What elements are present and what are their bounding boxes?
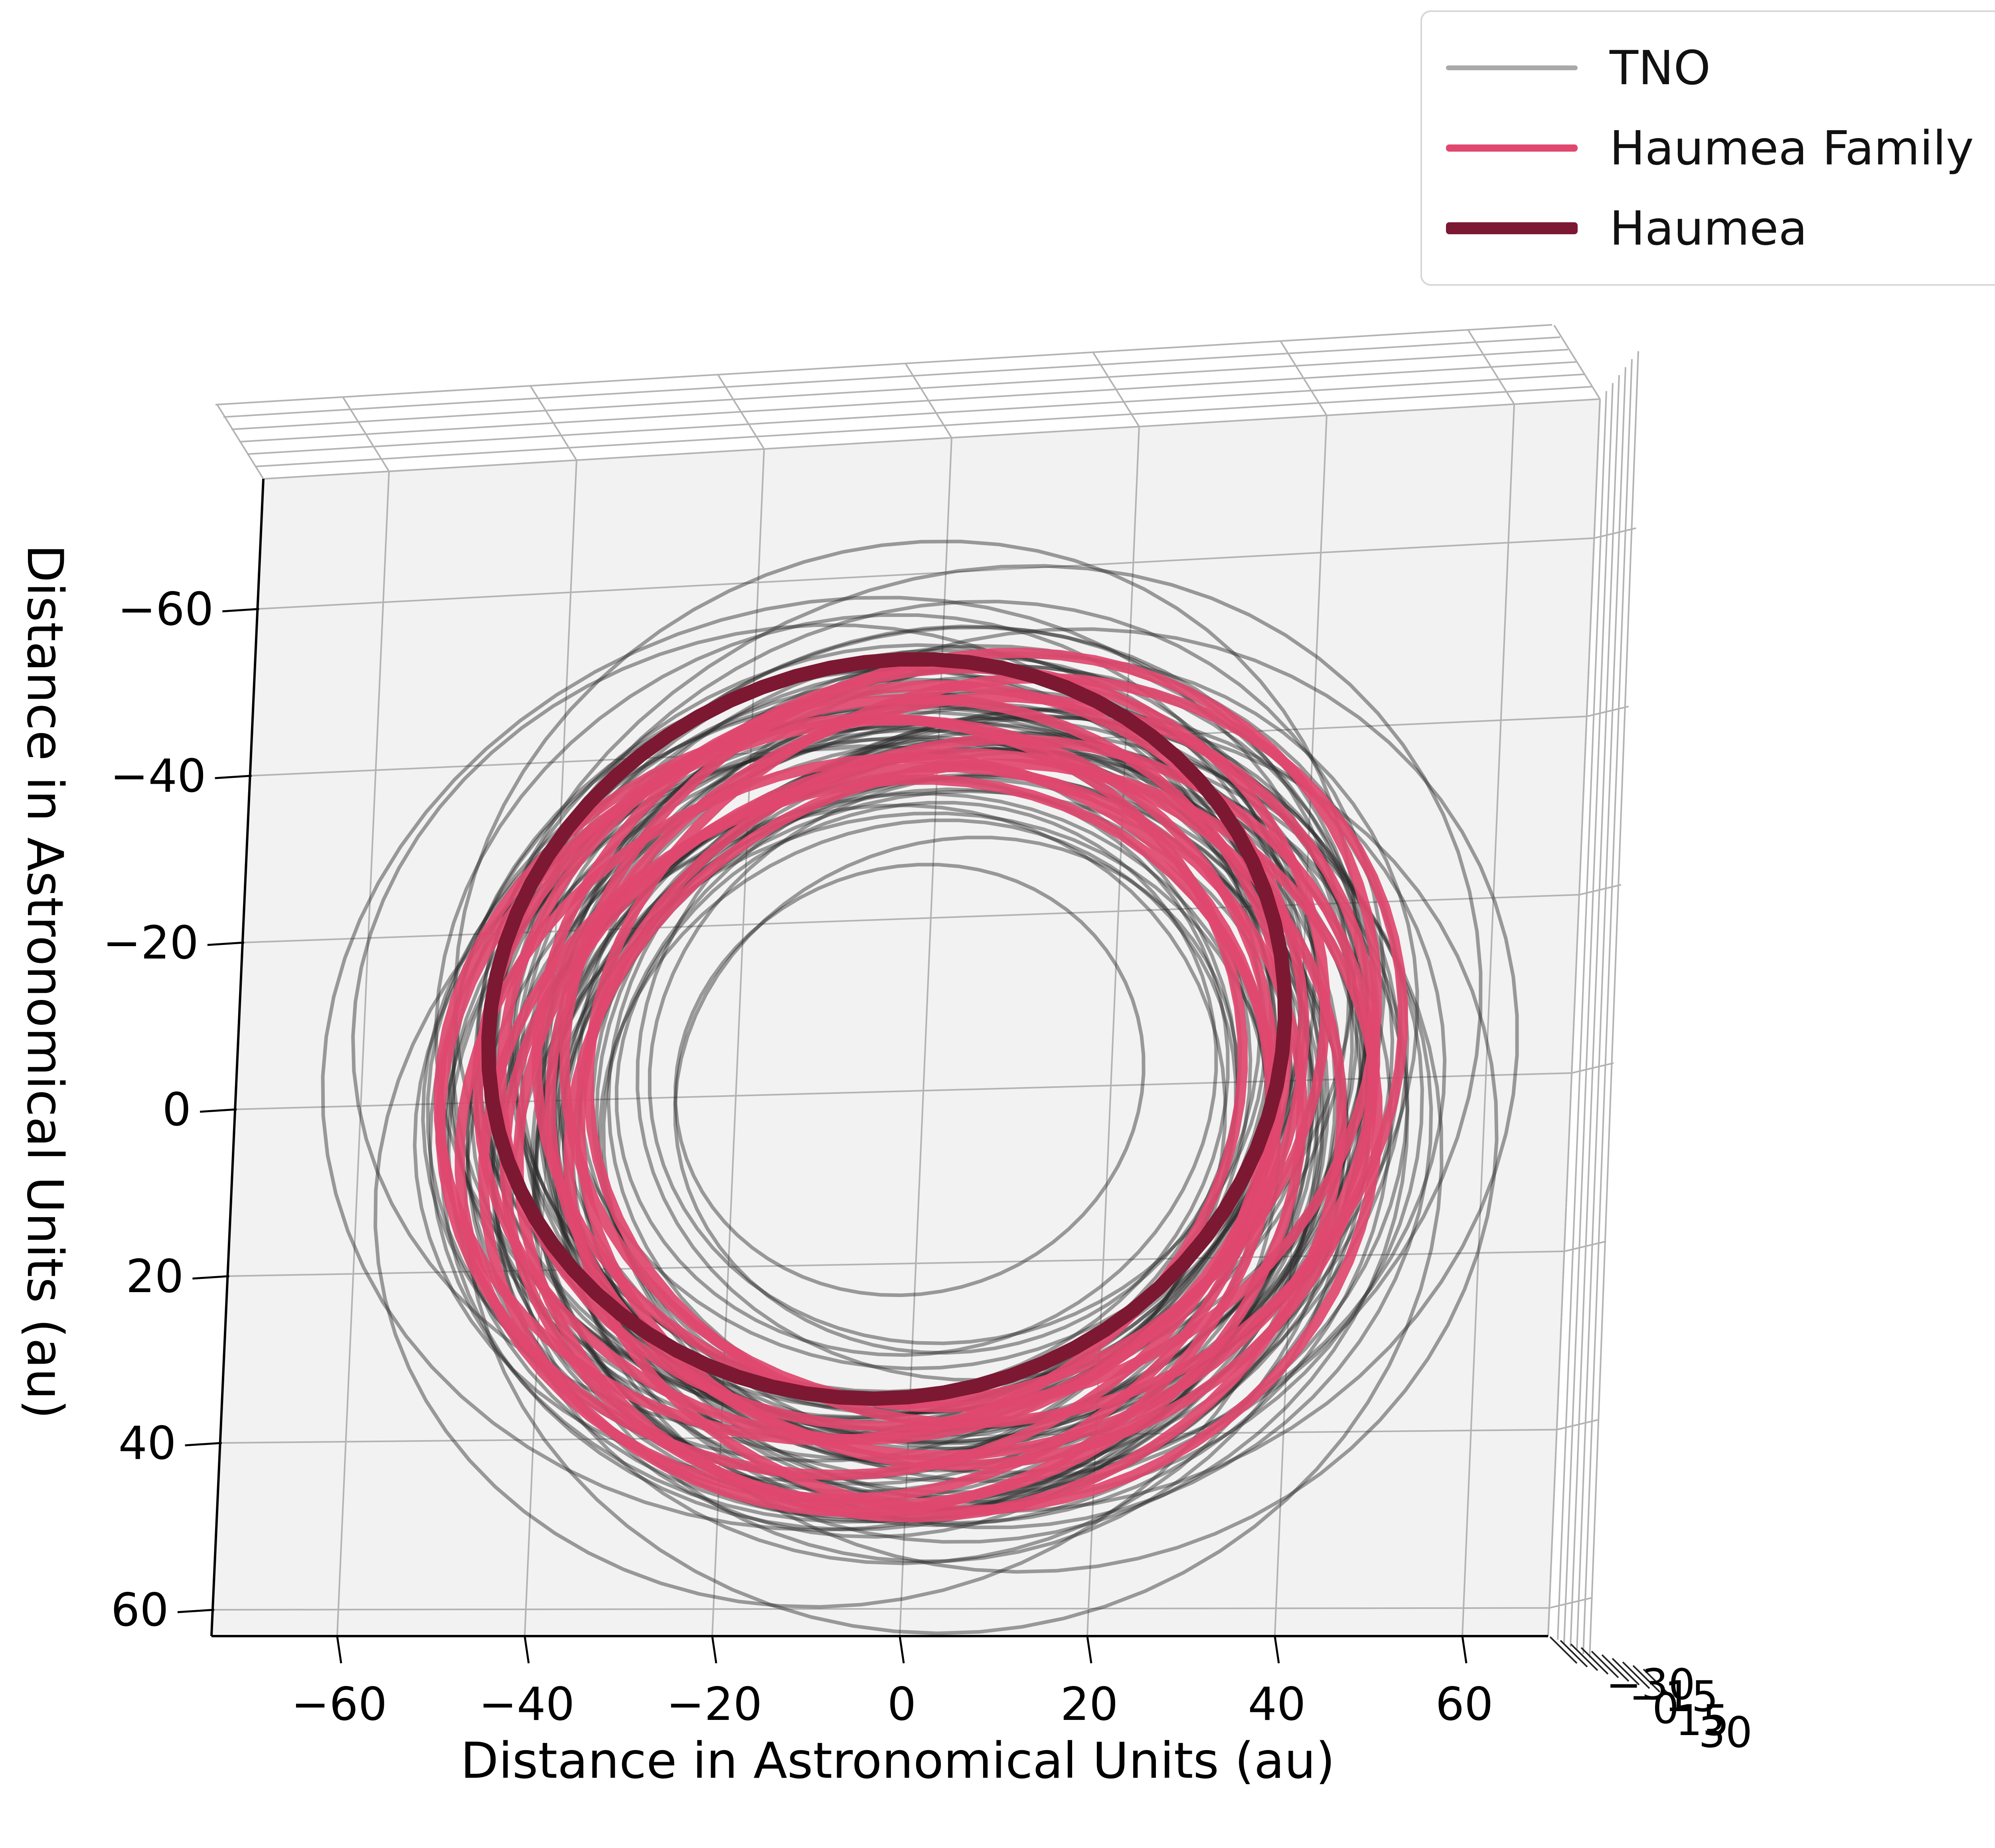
- z-axis-tick: [1580, 1647, 1609, 1675]
- orbit-path: [674, 863, 1146, 1297]
- orbit-path: [481, 652, 1292, 1406]
- x-axis-tick: [523, 1636, 530, 1664]
- depth-pane-line-right: [1557, 391, 1607, 1640]
- z-axis-tick: [1570, 1643, 1598, 1671]
- x-axis-tick: [899, 1636, 905, 1664]
- grid-line-horizontal: [235, 1072, 1572, 1110]
- z-axis-tick: [1643, 1668, 1671, 1696]
- z-tick-label: 30: [1699, 1708, 1752, 1757]
- depth-pane-line-right: [1576, 367, 1626, 1651]
- orbit-path: [551, 747, 1393, 1525]
- x-tick-label: −60: [291, 1678, 387, 1731]
- z-axis-tick: [1632, 1665, 1661, 1693]
- x-axis-tick: [1461, 1636, 1468, 1664]
- grid-line-horizontal: [257, 537, 1594, 610]
- z-axis-tick: [1601, 1654, 1630, 1682]
- orbit-path: [614, 801, 1218, 1357]
- z-tick-label: −30: [1606, 1660, 1695, 1709]
- y-tick-label: 60: [111, 1583, 169, 1637]
- legend-entry-tno: TNO: [1446, 30, 1993, 106]
- depth-pane-line-top: [223, 336, 1560, 418]
- legend: TNO Haumea Family Haumea: [1420, 10, 1995, 286]
- x-axis-label: Distance in Astronomical Units (au): [460, 1732, 1335, 1790]
- legend-line-sample-tno: [1446, 65, 1578, 71]
- depth-pane-line-top: [239, 361, 1576, 443]
- orbit-path: [433, 713, 1248, 1446]
- pane-top-edge: [263, 398, 1600, 480]
- x-axis-tick: [711, 1636, 717, 1664]
- orbit-path: [583, 673, 1408, 1429]
- y-tick-label: 20: [126, 1250, 184, 1303]
- grid-line-depth-stub: [1553, 324, 1601, 400]
- z-axis-tick: [1560, 1640, 1588, 1668]
- depth-pane-line-right: [1589, 351, 1639, 1658]
- legend-label: TNO: [1610, 40, 1711, 96]
- depth-pane-line-top: [231, 349, 1568, 430]
- legend-entry-haumea: Haumea: [1446, 190, 1993, 266]
- grid-line-vertical: [336, 471, 390, 1637]
- y-tick-label: −60: [118, 583, 214, 636]
- y-tick-label: −40: [110, 749, 206, 802]
- z-axis-tick: [1591, 1650, 1619, 1678]
- depth-pane-line-top: [247, 374, 1584, 455]
- orbit-path: [507, 625, 1351, 1415]
- x-tick-label: 0: [887, 1678, 917, 1731]
- y-axis-tick: [222, 608, 259, 613]
- pane-right-edge: [1547, 399, 1601, 1637]
- legend-label: Haumea: [1610, 200, 1807, 256]
- grid-line-vertical: [1462, 404, 1515, 1637]
- orbit-lines: [321, 540, 1519, 1635]
- y-axis-tick: [215, 775, 252, 779]
- orbit-path: [321, 596, 1354, 1532]
- orbit-path: [454, 753, 1276, 1504]
- depth-pane-line-top: [255, 386, 1592, 467]
- y-axis-label: Distance in Astronomical Units (au): [16, 544, 73, 1419]
- depth-pane-line-right: [1570, 375, 1620, 1647]
- depth-pane-line-right: [1563, 383, 1614, 1644]
- y-tick-label: −20: [103, 916, 199, 969]
- y-tick-label: 0: [162, 1083, 192, 1136]
- z-tick-label: 0: [1652, 1684, 1679, 1733]
- z-axis-tick: [1622, 1661, 1650, 1689]
- legend-line-sample-haumea: [1446, 222, 1578, 234]
- tick-labels: −60 −40 −20 0 20 40 60−60−40−200204060−30−1501…: [103, 583, 1752, 1757]
- orbit-path: [559, 648, 1382, 1413]
- legend-label: Haumea Family: [1610, 120, 1974, 176]
- x-tick-label: 40: [1248, 1678, 1306, 1731]
- z-axis-tick: [1549, 1636, 1578, 1664]
- z-tick-label: −15: [1629, 1672, 1718, 1721]
- y-axis-tick: [200, 1108, 237, 1113]
- orbit-path: [545, 692, 1381, 1461]
- legend-entry-haumea-family: Haumea Family: [1446, 110, 1993, 186]
- haumea-orbit-series: [481, 652, 1292, 1406]
- y-tick-label: 40: [119, 1417, 176, 1470]
- z-axis-tick: [1612, 1658, 1640, 1686]
- x-axis-tick: [1086, 1636, 1092, 1664]
- grid-line-horizontal: [242, 894, 1579, 943]
- depth-pane-line-top: [215, 324, 1553, 405]
- z-tick-label: 15: [1675, 1696, 1729, 1745]
- legend-line-sample-haumea-family: [1446, 144, 1578, 152]
- y-axis-tick: [177, 1609, 215, 1613]
- grid-line-horizontal: [227, 1250, 1564, 1277]
- x-tick-label: −20: [666, 1678, 762, 1731]
- x-axis-tick: [1274, 1636, 1280, 1664]
- x-tick-label: 60: [1435, 1678, 1493, 1731]
- y-axis-tick: [185, 1442, 222, 1447]
- x-tick-label: 20: [1060, 1678, 1118, 1731]
- grid-line-horizontal: [212, 1607, 1549, 1611]
- x-tick-label: −40: [479, 1678, 575, 1731]
- x-axis-tick: [336, 1636, 342, 1664]
- y-axis-tick: [192, 1275, 229, 1280]
- grid-line-depth-stub: [1549, 1597, 1592, 1609]
- orbit-path: [478, 774, 1281, 1518]
- depth-pane-line-right: [1582, 359, 1633, 1654]
- y-axis-tick: [207, 941, 245, 946]
